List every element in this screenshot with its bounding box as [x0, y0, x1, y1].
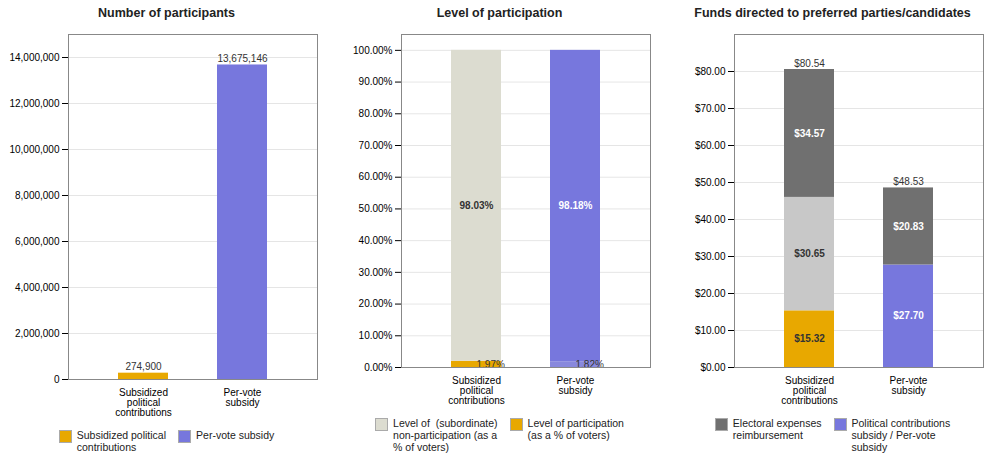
svg-text:Per-votesubsidy: Per-votesubsidy — [557, 375, 595, 396]
html-text:Funds directed to preferred pa: Funds directed to preferred parties/cand… — [694, 6, 971, 20]
svg-text:Per-votesubsidy: Per-votesubsidy — [224, 387, 262, 408]
svg-text:Subsidizedpoliticalcontributio: Subsidizedpoliticalcontributions — [781, 375, 838, 406]
svg-text:40.00%: 40.00% — [359, 235, 393, 246]
svg-text:0: 0 — [54, 374, 60, 385]
svg-text:12,000,000: 12,000,000 — [9, 98, 59, 109]
html-text:Level of (subordinate) non-par: Level of (subordinate) non-participation… — [393, 417, 498, 454]
svg-text:4,000,000: 4,000,000 — [15, 282, 60, 293]
svg-text:98.03%: 98.03% — [460, 200, 494, 211]
svg-text:$48.53: $48.53 — [893, 176, 924, 187]
html-text:Level of participation (as a %: Level of participation (as a % of voters… — [527, 417, 624, 442]
svg-text:8,000,000: 8,000,000 — [15, 190, 60, 201]
svg-text:70.00%: 70.00% — [359, 140, 393, 151]
html-text:Number of participants: Number of participants — [98, 6, 235, 20]
svg-text:$20.83: $20.83 — [893, 221, 924, 232]
svg-text:$27.70: $27.70 — [893, 310, 924, 321]
svg-text:20.00%: 20.00% — [359, 298, 393, 309]
svg-text:$80.00: $80.00 — [695, 66, 726, 77]
svg-text:6,000,000: 6,000,000 — [15, 236, 60, 247]
svg-text:14,000,000: 14,000,000 — [9, 52, 59, 63]
svg-text:$80.54: $80.54 — [794, 58, 825, 69]
svg-text:$40.00: $40.00 — [695, 214, 726, 225]
svg-text:80.00%: 80.00% — [359, 108, 393, 119]
svg-text:Subsidizedpoliticalcontributio: Subsidizedpoliticalcontributions — [448, 375, 505, 406]
svg-text:30.00%: 30.00% — [359, 267, 393, 278]
svg-text:$70.00: $70.00 — [695, 103, 726, 114]
svg-text:98.18%: 98.18% — [559, 200, 593, 211]
svg-text:$60.00: $60.00 — [695, 140, 726, 151]
html-text:Level of participation: Level of participation — [436, 6, 563, 20]
svg-text:50.00%: 50.00% — [359, 203, 393, 214]
html-text:Political contributions subsid: Political contributions subsidy / Per-vo… — [851, 417, 951, 454]
svg-text:Subsidizedpoliticalcontributio: Subsidizedpoliticalcontributions — [115, 387, 172, 418]
svg-text:10,000,000: 10,000,000 — [9, 144, 59, 155]
svg-text:1.82%: 1.82% — [576, 359, 604, 370]
svg-text:$0.00: $0.00 — [700, 362, 725, 373]
svg-text:0.00%: 0.00% — [364, 362, 392, 373]
svg-text:$20.00: $20.00 — [695, 288, 726, 299]
svg-text:13,675,146: 13,675,146 — [217, 53, 267, 64]
html-text:Electoral expenses reimburseme: Electoral expenses reimbursement — [732, 417, 822, 442]
svg-text:90.00%: 90.00% — [359, 76, 393, 87]
svg-text:Per-votesubsidy: Per-votesubsidy — [890, 375, 928, 396]
svg-text:1.97%: 1.97% — [476, 358, 505, 370]
svg-text:2,000,000: 2,000,000 — [15, 328, 60, 339]
html-text:Per-vote subsidy: Per-vote subsidy — [196, 429, 275, 441]
svg-text:$15.32: $15.32 — [794, 333, 825, 344]
svg-text:274,900: 274,900 — [125, 361, 162, 372]
svg-text:$50.00: $50.00 — [695, 177, 726, 188]
svg-text:$34.57: $34.57 — [794, 128, 825, 139]
svg-text:$30.00: $30.00 — [695, 251, 726, 262]
html-text:Subsidized political contribut: Subsidized political contributions — [76, 429, 166, 454]
svg-text:$10.00: $10.00 — [695, 325, 726, 336]
svg-text:60.00%: 60.00% — [359, 171, 393, 182]
svg-text:100.00%: 100.00% — [353, 45, 393, 56]
svg-text:10.00%: 10.00% — [359, 330, 393, 341]
svg-text:$30.65: $30.65 — [794, 248, 825, 259]
